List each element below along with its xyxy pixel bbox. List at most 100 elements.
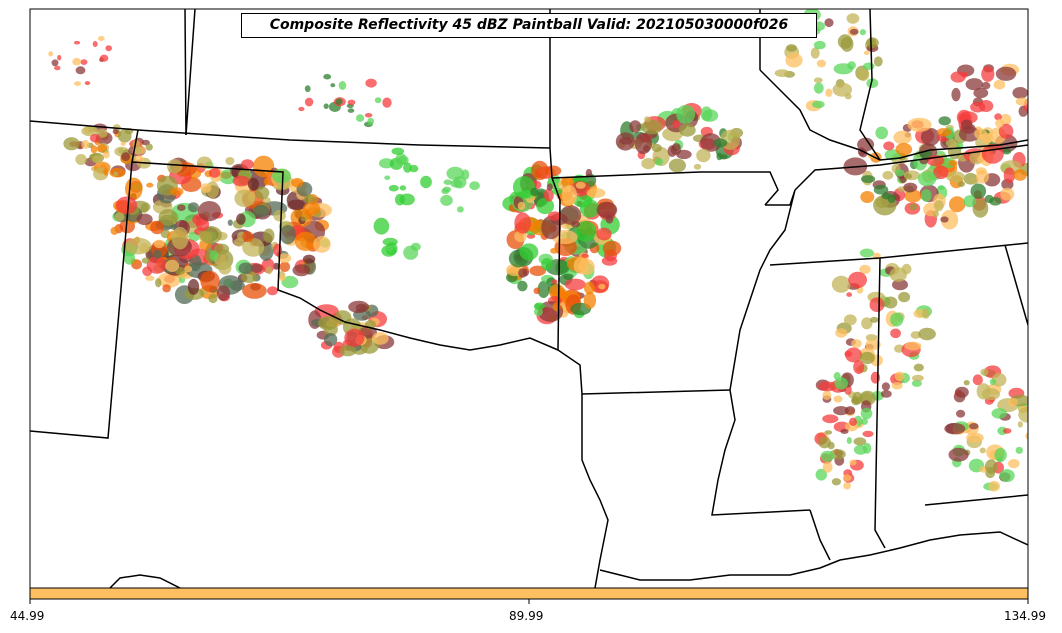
paintball-blob [399,185,407,191]
paintball-blob [195,217,210,231]
paintball-blob [541,258,553,271]
paintball-blob [115,196,138,215]
paintball-blob [654,158,664,166]
paintball-blob [242,238,265,257]
paintball-blob [518,268,528,278]
paintball-blob [384,175,391,180]
paintball-blob [395,153,407,166]
paintball-blob [547,211,563,221]
paintball-blob [92,41,98,47]
paintball-blob [153,249,162,259]
paintball-blob [895,143,913,156]
paintball-blob [907,117,932,132]
paintball-blob [88,126,96,133]
paintball-blob [840,429,849,434]
paintball-blob [99,54,109,62]
paintball-blob [974,128,988,140]
paintball-blob [849,417,857,426]
paintball-blob [892,279,908,291]
paintball-blob [824,18,834,28]
paintball-blob [912,374,924,382]
paintball-blob [546,183,553,191]
paintball-blob [938,116,951,126]
paintball-blob [281,275,299,289]
paintball-blob [991,408,1007,419]
paintball-blob [517,201,526,211]
paintball-blob [199,226,223,244]
paintball-blob [334,310,352,325]
paintball-blob [446,166,464,181]
paintball-blob [561,184,578,206]
paintball-blob [955,386,969,398]
paintball-blob [110,226,119,235]
paintball-blob [574,221,597,242]
paintball-blob [950,71,966,83]
paintball-blob [969,423,979,430]
paintball-blob [279,274,286,282]
paintball-blob [933,165,949,180]
paintball-blob [279,261,291,272]
paintball-blob [162,284,171,293]
paintball-blob [863,50,870,55]
paintball-blob [1013,169,1027,181]
paintball-blob [873,56,883,67]
paintball-blob [117,129,132,143]
paintball-blob [552,302,561,312]
paintball-blob [403,245,419,260]
paintball-blob [304,97,314,107]
paintball-blob [238,262,254,275]
paintball-blob [998,123,1014,139]
paintball-blob [963,380,970,386]
paintball-blob [693,163,702,170]
paintball-blob [641,158,656,170]
paintball-blob [145,275,155,281]
paintball-blob [252,204,270,218]
paintball-blob [550,247,559,254]
paintball-blob [813,77,823,83]
paintball-blob [989,378,997,386]
paintball-blob [940,216,949,223]
paintball-blob [531,160,549,181]
paintball-blob [596,227,612,241]
paintball-blob [860,191,875,203]
paintball-blob [273,210,286,222]
paintball-blob [870,371,881,384]
paintball-blob [713,138,728,148]
paintball-blob [339,344,357,357]
paintball-blob [934,200,944,212]
paintball-blob [279,225,296,245]
paintball-blob [233,237,245,247]
paintball-blob [323,103,329,109]
paintball-blob [1000,187,1015,201]
paintball-blob [818,436,831,449]
paintball-blob [561,176,575,188]
paintball-blob [903,182,918,193]
paintball-blob [171,226,189,250]
paintball-blob [883,141,895,151]
paintball-blob [335,98,343,105]
paintball-blob [169,187,184,197]
paintball-blob [989,197,1002,206]
paintball-blob [980,368,989,376]
paintball-blob [837,34,853,49]
paintball-blob [969,177,979,185]
paintball-blob [586,188,606,198]
paintball-blob [995,119,1004,128]
paintball-blob [651,143,662,153]
paintball-blob [303,194,316,204]
paintball-blob [537,280,550,298]
paintball-blob [347,99,356,106]
paintball-blob [75,154,87,165]
paintball-blob [120,141,126,146]
paintball-blob [1017,421,1023,428]
paintball-blob [951,87,961,102]
paintball-blob [834,377,848,390]
paintball-blob [843,482,851,490]
paintball-blob [536,197,555,215]
paintball-blob [146,182,154,188]
paintball-blob [227,219,233,226]
paintball-blob [213,243,230,255]
paintball-blob [869,316,879,323]
paintball-blob [975,167,987,175]
